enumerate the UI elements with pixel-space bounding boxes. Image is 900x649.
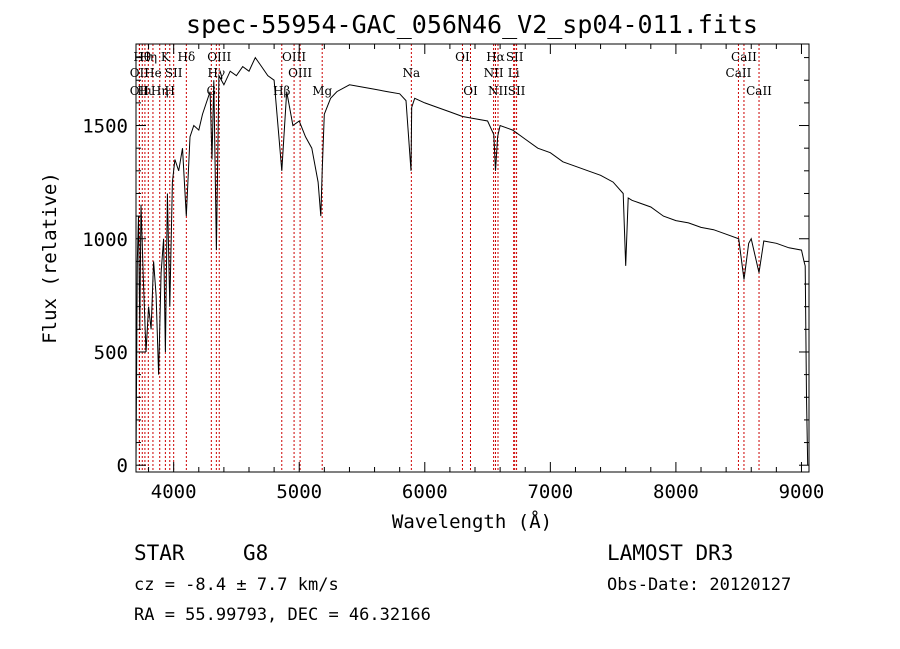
x-tick-label: 6000 xyxy=(402,481,448,503)
spectrum-series-line xyxy=(135,56,809,466)
observation-date: Obs-Date: 20120127 xyxy=(607,575,791,595)
spectral-line-label: Hθ xyxy=(133,50,151,64)
y-tick-label: 1000 xyxy=(82,229,128,251)
spectral-line-markers xyxy=(138,44,760,472)
spectral-line-label: OI xyxy=(455,50,470,64)
x-tick-label: 9000 xyxy=(779,481,825,503)
spectral-line-label: G xyxy=(207,84,217,98)
spectral-line-label: Na xyxy=(403,66,421,80)
spectral-line-label: SII xyxy=(165,66,183,80)
spectral-line-label: OIII xyxy=(282,50,306,64)
spectral-line-label: CaII xyxy=(746,84,772,98)
spectral-line-label: CaII xyxy=(726,66,752,80)
plot-frame xyxy=(135,43,810,473)
x-tick-label: 5000 xyxy=(276,481,322,503)
spectral-line-label: OII xyxy=(130,84,150,98)
spectral-line-label: OIII xyxy=(207,50,231,64)
spectral-line-label: He xyxy=(144,66,162,80)
spectral-line-label: OI xyxy=(463,84,478,98)
x-tick-label: 4000 xyxy=(151,481,197,503)
spectral-line-label: OII xyxy=(130,66,150,80)
y-axis-ticks: 0 500 1000 1500 xyxy=(82,57,809,477)
spectral-line-label: CaII xyxy=(731,50,757,64)
spectral-line-label: Hη xyxy=(151,84,169,98)
survey-name: LAMOST DR3 xyxy=(607,541,733,565)
x-tick-label: 7000 xyxy=(527,481,573,503)
spectral-line-label: Hδ xyxy=(177,50,195,64)
spectral-line-label: NII xyxy=(484,66,504,80)
y-tick-label: 500 xyxy=(94,342,128,364)
chart-title: spec-55954-GAC_056N46_V2_sp04-011.fits xyxy=(186,10,758,39)
x-axis-ticks: 4000 5000 6000 7000 8000 9000 xyxy=(148,44,825,503)
spectral-line-label: Mg xyxy=(312,84,332,98)
object-subclass: G8 xyxy=(243,541,268,565)
y-tick-label: 0 xyxy=(117,455,128,477)
coordinates-readout: RA = 55.99793, DEC = 46.32166 xyxy=(134,605,431,625)
y-tick-label: 1500 xyxy=(82,116,128,138)
y-axis-label: Flux (relative) xyxy=(39,172,61,344)
spectral-line-label: Hη xyxy=(139,50,157,64)
spectral-line-label: Hι xyxy=(137,84,152,98)
spectral-line-label: Li xyxy=(508,66,520,80)
spectral-line-label: Hγ xyxy=(208,66,226,80)
x-axis-label: Wavelength (Å) xyxy=(392,510,552,533)
object-class: STAR xyxy=(134,541,185,565)
spectral-line-label: H xyxy=(165,84,175,98)
spectral-line-label: K xyxy=(161,50,171,64)
spectral-line-label: NII xyxy=(488,84,508,98)
spectral-line-labels: OIIOIIHθHιHηHeHηKHSIIHδGHγOIIIHβOIIIOIII… xyxy=(130,50,772,98)
spectral-line-label: OIII xyxy=(288,66,312,80)
x-tick-label: 8000 xyxy=(653,481,699,503)
spectral-line-label: SII xyxy=(508,84,526,98)
spectral-line-label: Hα xyxy=(486,50,505,64)
spectral-line-label: SII xyxy=(506,50,524,64)
velocity-readout: cz = -8.4 ± 7.7 km/s xyxy=(134,575,339,595)
